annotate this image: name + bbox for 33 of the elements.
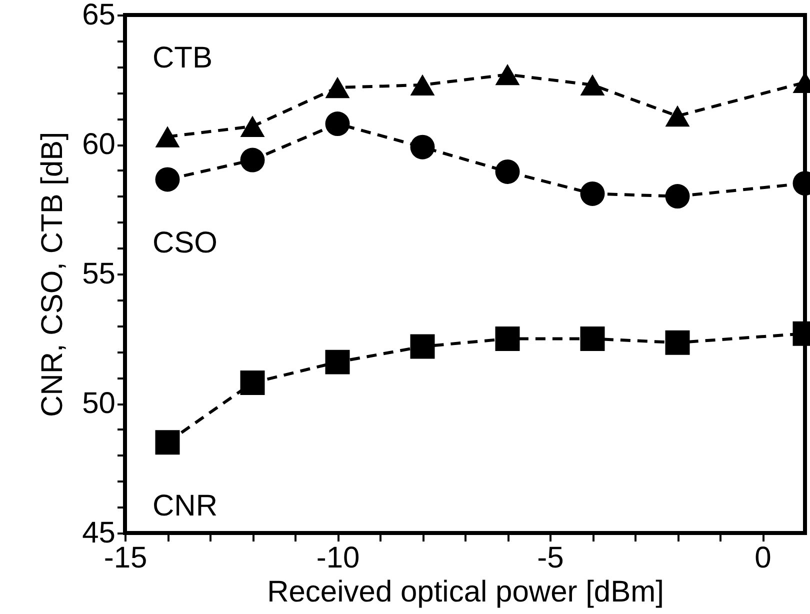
point xyxy=(325,76,350,98)
point xyxy=(665,105,690,127)
y-tick-label: 55 xyxy=(82,258,116,290)
point xyxy=(410,134,435,160)
point xyxy=(155,430,180,455)
point xyxy=(410,74,435,96)
point xyxy=(240,370,265,396)
x-tick-label: -5 xyxy=(537,542,564,574)
series-label: CTB xyxy=(152,42,212,75)
point xyxy=(325,112,350,136)
point xyxy=(155,167,180,192)
point xyxy=(410,334,435,359)
point xyxy=(240,148,265,172)
x-tick-label: -10 xyxy=(316,542,360,574)
point xyxy=(580,326,605,351)
point xyxy=(580,181,605,206)
y-tick-label: 65 xyxy=(82,0,116,32)
x-axis-title: Received optical power [dBm] xyxy=(267,576,664,608)
point xyxy=(325,350,350,374)
y-tick-label: 50 xyxy=(82,387,116,420)
point xyxy=(240,116,265,137)
point xyxy=(665,184,690,209)
x-tick-label: 0 xyxy=(754,542,772,574)
point xyxy=(495,64,520,86)
point xyxy=(495,326,520,351)
point xyxy=(665,330,690,355)
point xyxy=(495,159,520,184)
point xyxy=(580,74,605,96)
series-label: CNR xyxy=(152,489,218,522)
y-tick-label: 60 xyxy=(82,128,116,161)
y-axis-title: CNR, CSO, CTB [dB] xyxy=(36,132,70,418)
series-label: CSO xyxy=(152,226,218,260)
point xyxy=(155,126,180,148)
